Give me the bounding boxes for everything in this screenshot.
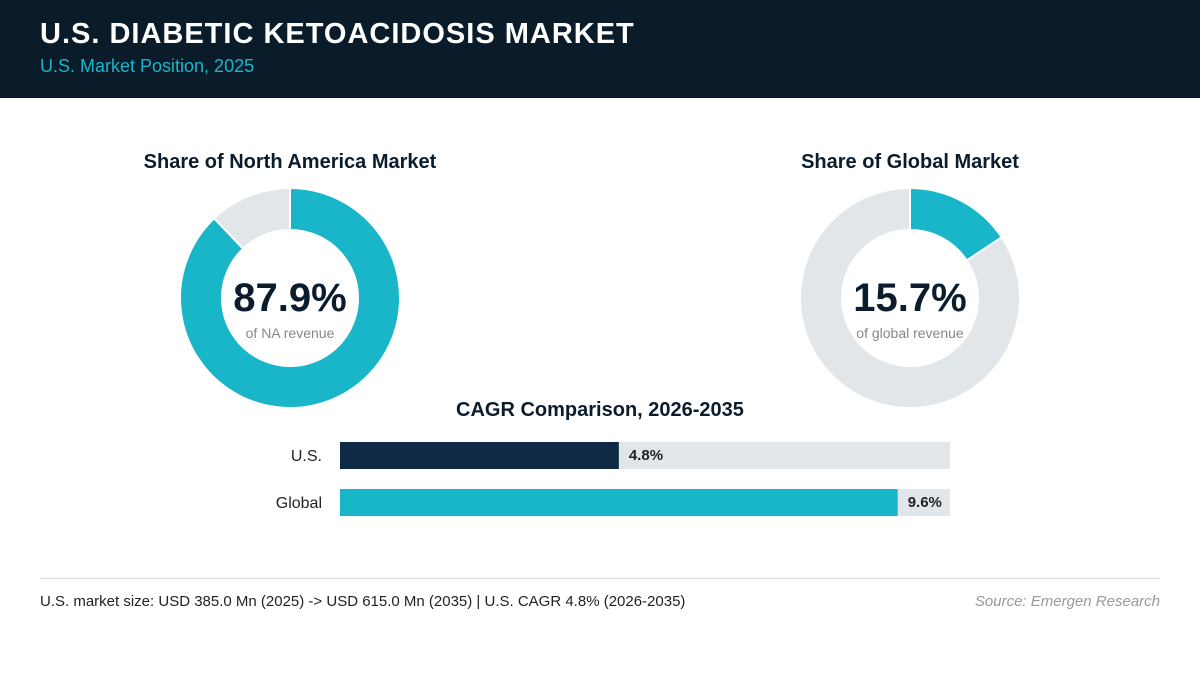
bar-global [340,489,898,516]
global-share-value: 15.7% [853,276,967,320]
na-share-title: Share of North America Market [143,151,437,173]
page-title: U.S. DIABETIC KETOACIDOSIS MARKET [40,18,635,50]
donut-slice-us [180,188,400,408]
category-label: U.S. [291,448,322,465]
global-share-caption: of global revenue [856,325,964,341]
footer-divider [40,578,1160,579]
page-subtitle: U.S. Market Position, 2025 [40,56,255,76]
na-share-caption: of NA revenue [245,325,335,341]
bar-us [340,442,619,469]
category-label: Global [276,495,322,512]
cagr-chart-title: CAGR Comparison, 2026-2035 [456,399,744,421]
market-size-note: U.S. market size: USD 385.0 Mn (2025) ->… [40,593,686,610]
donut-slice-rest [800,188,1020,408]
donut-slice-rest [212,188,291,251]
data-label: 4.8% [629,447,663,464]
data-label: 9.6% [908,494,942,511]
cagr-bar-chart: U.S. 4.8% Global 9.6% [276,442,950,516]
source-note: Source: Emergen Research [974,593,1160,610]
global-share-donut [800,188,1020,408]
global-share-title: Share of Global Market [801,151,1019,173]
na-share-value: 87.9% [233,276,347,320]
header-banner: U.S. DIABETIC KETOACIDOSIS MARKET U.S. M… [0,0,1200,98]
na-share-donut [180,188,400,408]
